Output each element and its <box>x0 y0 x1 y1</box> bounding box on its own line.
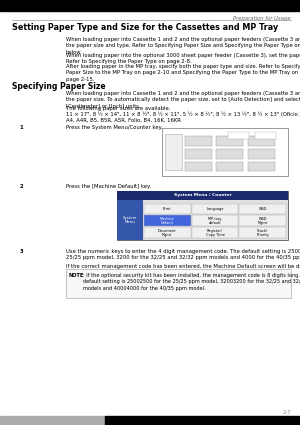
Bar <box>239 227 286 238</box>
Bar <box>165 134 181 170</box>
Text: WSD: WSD <box>258 207 267 211</box>
Bar <box>144 204 190 214</box>
Text: The following paper sizes are available.: The following paper sizes are available. <box>66 106 170 111</box>
Text: 1: 1 <box>19 125 23 130</box>
Bar <box>144 215 190 226</box>
Text: Print: Print <box>163 207 171 211</box>
Text: Press the [Machine Default] key.: Press the [Machine Default] key. <box>66 184 151 189</box>
Bar <box>248 136 274 146</box>
Bar <box>117 191 288 240</box>
Bar <box>105 416 300 425</box>
Text: Setting Paper Type and Size for the Cassettes and MP Tray: Setting Paper Type and Size for the Cass… <box>12 23 278 32</box>
Text: MP tray
default: MP tray default <box>208 217 222 225</box>
Bar <box>216 136 243 146</box>
Text: 11 × 17", 8 ½ × 14", 11 × 8 ½", 8 ½ × 11", 5 ½ × 8 ½", 8 ½ × 13 ½", 8 ½ × 13" (O: 11 × 17", 8 ½ × 14", 11 × 8 ½", 8 ½ × 11… <box>66 111 300 123</box>
Text: NOTE: NOTE <box>68 273 84 278</box>
Text: Document
Mgmt: Document Mgmt <box>158 229 177 237</box>
Text: When loading paper into the optional 3000 sheet paper feeder (Cassette 3), set t: When loading paper into the optional 300… <box>66 53 300 64</box>
Bar <box>239 215 286 226</box>
Text: Register/
Copy Time: Register/ Copy Time <box>206 229 224 237</box>
Bar <box>117 200 142 240</box>
Bar <box>117 191 288 200</box>
Bar <box>228 132 249 139</box>
Bar <box>66 269 291 297</box>
Text: System
Menu: System Menu <box>122 215 137 224</box>
Bar <box>162 128 288 176</box>
Bar <box>255 132 276 139</box>
Text: 2-7: 2-7 <box>282 410 291 415</box>
Text: When loading paper into Cassette 1 and 2 and the optional paper feeders (Cassett: When loading paper into Cassette 1 and 2… <box>66 91 300 109</box>
Bar <box>144 227 190 238</box>
Bar <box>216 162 243 171</box>
Text: WSD
Mgmt: WSD Mgmt <box>257 217 268 225</box>
Text: Language: Language <box>206 207 224 211</box>
Bar <box>216 149 243 159</box>
Text: After loading paper in the MP tray, specify both the paper type and size. Refer : After loading paper in the MP tray, spec… <box>66 64 300 82</box>
Text: Stack/
Priority: Stack/ Priority <box>256 229 269 237</box>
Text: 2: 2 <box>19 184 23 189</box>
Bar <box>248 162 274 171</box>
Bar <box>184 136 212 146</box>
Bar <box>0 0 300 11</box>
Bar <box>192 204 238 214</box>
Text: 3: 3 <box>19 249 23 254</box>
Bar <box>184 162 212 171</box>
Bar <box>0 416 105 425</box>
Text: System Menu / Counter: System Menu / Counter <box>174 193 231 198</box>
Bar <box>192 227 238 238</box>
Bar <box>248 149 274 159</box>
Bar <box>192 215 238 226</box>
Text: Press the System Menu/Counter key.: Press the System Menu/Counter key. <box>66 125 163 130</box>
Bar <box>239 204 286 214</box>
Text: Use the numeric keys to enter the 4 digit management code. The default setting i: Use the numeric keys to enter the 4 digi… <box>66 249 300 260</box>
Text: If the correct management code has been entered, the Machine Default screen will: If the correct management code has been … <box>66 264 300 269</box>
Text: Machine
Default: Machine Default <box>160 217 175 225</box>
Text: : If the optional security kit has been installed, the management code is 8 digi: : If the optional security kit has been … <box>83 273 300 291</box>
Text: Preparation for Usage: Preparation for Usage <box>233 16 291 21</box>
Text: Specifying Paper Size: Specifying Paper Size <box>12 82 106 91</box>
Text: When loading paper into Cassette 1 and 2 and the optional paper feeders (Cassett: When loading paper into Cassette 1 and 2… <box>66 37 300 55</box>
Bar <box>184 149 212 159</box>
